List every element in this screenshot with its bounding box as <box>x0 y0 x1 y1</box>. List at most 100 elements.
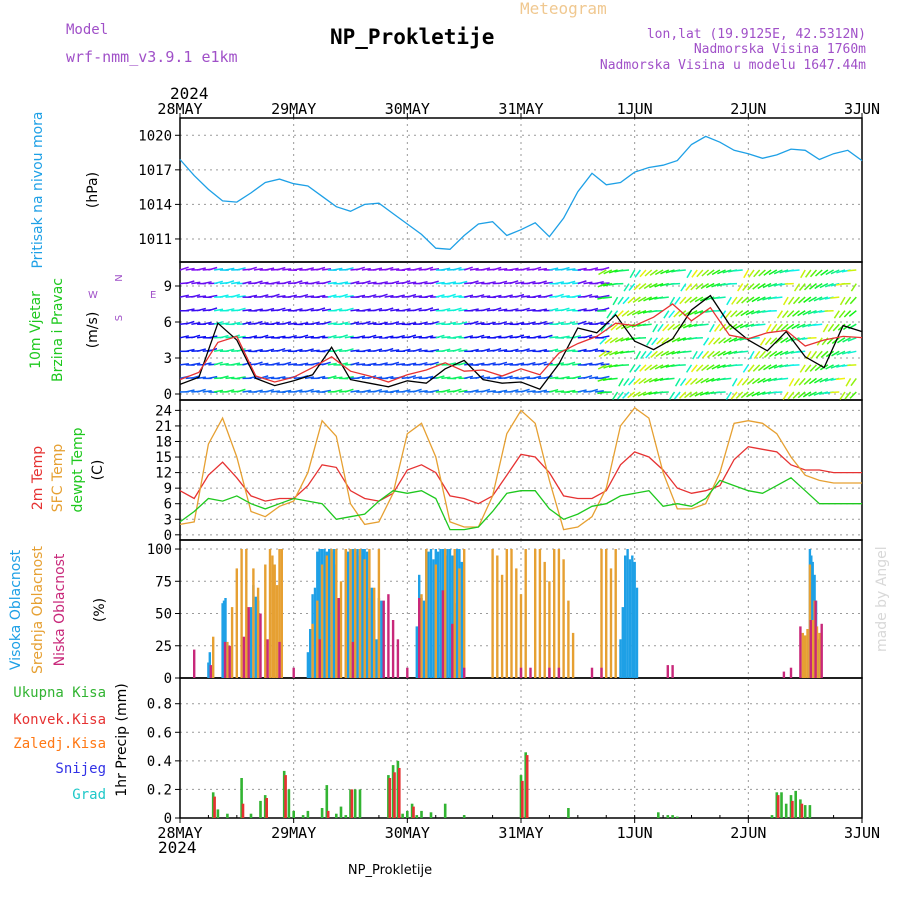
wind-barb <box>549 348 559 353</box>
cloud-mid-bar <box>519 594 523 678</box>
wind-barb <box>486 321 496 325</box>
wind-barb <box>554 321 565 325</box>
wind-barb <box>824 377 834 382</box>
wind-barb <box>299 321 309 325</box>
wind-barb <box>583 321 593 325</box>
wind-barb <box>475 281 485 285</box>
cloud-high-bar <box>415 626 418 678</box>
wind-barb <box>615 323 624 331</box>
wind-barb <box>407 374 417 380</box>
wind-barb <box>202 321 212 325</box>
wind-barb <box>577 267 587 271</box>
wind-barb <box>679 377 687 387</box>
wind-barb <box>464 294 474 298</box>
wind-barb <box>628 283 636 291</box>
wind-barb <box>716 364 726 369</box>
precip-total-bar <box>292 810 295 818</box>
wind-barb <box>503 362 514 366</box>
wind-barb <box>373 388 383 393</box>
wind-barb <box>202 281 212 285</box>
wind-barb <box>612 296 619 306</box>
wind-barb <box>622 296 630 305</box>
wind-barb <box>213 280 223 285</box>
wind-barb <box>509 376 519 380</box>
wind-barb <box>492 347 502 353</box>
wind-barb <box>356 294 366 298</box>
precip-total-bar <box>803 805 807 818</box>
wind-barb <box>304 348 314 353</box>
cloud-mid-bar <box>271 555 274 678</box>
cloud-high-bar <box>380 600 383 678</box>
wind-barb <box>560 335 570 339</box>
wind-barb <box>676 269 686 272</box>
wind-barb <box>537 267 548 271</box>
wind-barb <box>808 296 817 303</box>
cloud-high-bar <box>427 551 430 678</box>
wind-barb <box>654 282 664 288</box>
wind-barb <box>673 310 681 318</box>
wind-barb <box>654 269 664 276</box>
wind-barb <box>373 307 383 312</box>
ytick-label-precip: 0 <box>164 811 172 827</box>
cloud-low-bar <box>548 667 551 678</box>
wind-barb <box>648 377 658 383</box>
wind-barb <box>537 348 548 353</box>
precip-conv-bar <box>398 768 401 818</box>
wind-barb <box>678 391 687 399</box>
precip-total-bar <box>401 813 404 818</box>
wind-barb <box>752 283 761 290</box>
wind-barb <box>779 269 789 274</box>
wind-barb <box>361 348 371 353</box>
wind-barb <box>486 362 496 366</box>
wind-barb <box>769 337 778 345</box>
wind-barb <box>395 294 405 298</box>
wind-barb <box>635 350 642 360</box>
wind-barb <box>848 310 857 317</box>
wind-barb <box>333 267 343 271</box>
cloud-high-bar <box>309 629 312 678</box>
wind-barb <box>668 310 676 319</box>
wind-barb <box>520 307 530 312</box>
wind-barb <box>716 391 726 394</box>
day-label-bottom: 3JUN <box>844 824 880 842</box>
wind-barb <box>458 280 468 285</box>
wind-barb <box>654 377 664 382</box>
wind-barb <box>639 364 647 372</box>
wind-barb <box>711 282 721 288</box>
wind-barb <box>412 267 422 271</box>
wind-barb <box>549 267 559 271</box>
wind-barb <box>287 334 297 339</box>
cloud-high-bar <box>356 549 359 678</box>
wind-axis-subtitle: Brzina i Pravac <box>50 278 66 382</box>
wind-barb <box>367 322 377 325</box>
wind-barb <box>751 296 761 303</box>
wind-barb <box>537 308 548 312</box>
wind-barb <box>549 376 559 380</box>
cloud-mid-bar <box>444 549 447 678</box>
wind-barb <box>338 293 348 298</box>
wind-barb <box>763 364 772 371</box>
wind-barb <box>583 281 593 285</box>
wind-barb <box>746 377 755 386</box>
cloud-mid-bar <box>804 635 807 678</box>
wind-barb <box>722 350 732 356</box>
precip-total-bar <box>666 815 670 818</box>
wind-barb <box>498 308 508 312</box>
wind-barb <box>791 323 800 330</box>
wind-barb <box>293 267 303 271</box>
wind-barb <box>475 334 485 339</box>
wind-barb <box>842 337 851 343</box>
wind-barb <box>219 375 229 380</box>
t2m-axis-title: 2m Temp <box>30 446 46 510</box>
wind-barb <box>412 295 423 298</box>
wind-barb <box>350 349 360 353</box>
wind-barb <box>643 391 652 396</box>
wind-barb <box>219 322 229 325</box>
wind-barb <box>730 391 738 400</box>
wind-barb <box>452 294 462 298</box>
wind-barb <box>802 323 812 328</box>
wind-barb <box>678 310 687 317</box>
cloud-low-bar <box>228 645 231 678</box>
wind-barb <box>287 362 298 366</box>
cloud-mid-bar <box>311 623 314 678</box>
